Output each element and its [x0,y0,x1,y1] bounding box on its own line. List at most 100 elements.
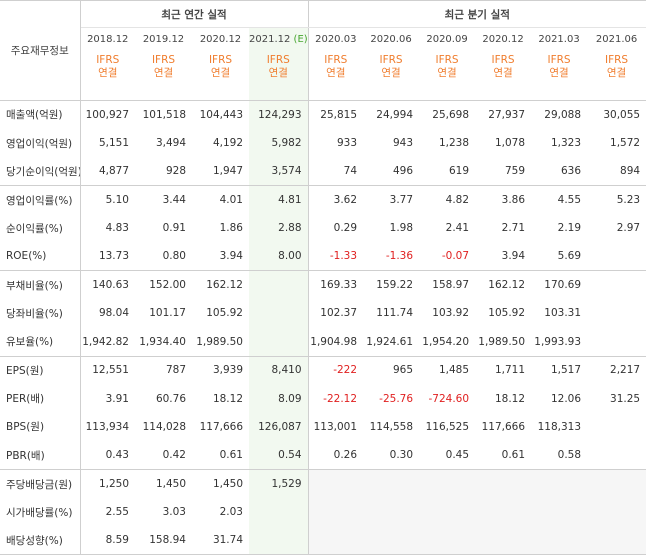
consolidated-label: 연결 [268,67,288,79]
value-cell: 636 [560,165,582,178]
ifrs-badge: IFRS 연결 [363,50,420,101]
value-cell: 2.88 [249,214,309,243]
value-cell [587,242,646,270]
value-cell: -1.33 [307,242,364,271]
value-cell: 124,293 [249,99,309,129]
estimate-marker: (E) [293,33,308,45]
ifrs-badge: IFRS 연결 [475,50,532,101]
consolidated-label: 연결 [549,67,569,79]
value-cell: 4,877 [98,165,129,178]
value-cell: 30,055 [587,99,647,129]
value-cell: 113,934 [85,420,129,433]
value-cell: 117,666 [481,420,526,433]
period-header: 2020.12 [475,28,531,51]
value-cell: 3.03 [162,506,186,519]
value-cell: 943 [392,137,414,150]
row-label: ROE(%) [0,242,81,271]
value-cell: 2.71 [501,222,526,235]
ifrs-badge: IFRS 연결 [419,50,476,101]
value-cell: 965 [363,355,420,385]
table-row: 당좌비율(%) 98.04 101.17 105.92 102.37 111.74 103.… [0,299,646,328]
value-cell: -22.12 [307,384,364,413]
value-cell: 8,410 [249,355,309,385]
value-cell: 117,666 [199,420,243,433]
period-header: 2020.03 [307,27,364,50]
value-cell [475,526,532,555]
value-cell: 1,993.93 [534,335,582,348]
value-cell [249,526,309,555]
period-label: 2020.06 [370,33,412,45]
quarter-group-label: 최근 분기 실적 [307,0,647,28]
value-cell: 1,904.98 [307,327,364,357]
value-cell: 1,989.50 [478,335,526,348]
value-cell: 3.91 [105,392,129,405]
value-cell: 158.94 [135,526,192,555]
ifrs-label: IFRS [491,54,515,66]
value-cell: 3,939 [192,355,249,385]
value-cell [587,299,646,327]
value-cell: 933 [307,128,364,158]
period-header: 2020.12 [192,28,249,51]
value-cell: 0.91 [162,222,186,235]
value-cell: 1,947 [212,165,243,178]
value-cell: 159.22 [363,270,420,300]
value-cell [531,497,588,527]
consolidated-label: 연결 [493,67,513,79]
value-cell: 1,942.82 [82,335,129,348]
ifrs-label: IFRS [547,54,571,66]
value-cell [419,526,476,555]
value-cell: 619 [448,165,470,178]
value-cell: 1,711 [475,355,532,385]
period-label: 2021.06 [595,33,638,45]
ifrs-badge: IFRS 연결 [192,50,249,101]
row-label: 매출액(억원) [0,99,81,129]
value-cell: 1,450 [135,469,192,498]
value-cell: 2.41 [445,222,470,235]
value-cell: 114,558 [369,420,414,433]
table-row: 당기순이익(억원) 4,877 928 1,947 3,574 74 496 619 759 63… [0,157,646,186]
value-cell: 1,924.61 [366,335,414,348]
value-cell: 118,313 [537,420,582,433]
row-label: BPS(원) [0,412,81,442]
value-cell: 5,982 [249,128,309,158]
value-cell: 103.31 [544,307,582,320]
value-cell: 113,001 [307,412,364,442]
value-cell: 1.86 [219,222,243,235]
row-label: 당좌비율(%) [0,299,81,328]
value-cell: 18.12 [494,392,526,405]
value-cell: 928 [165,165,186,178]
value-cell: 8.09 [249,384,309,413]
value-cell: 25,698 [419,99,476,129]
value-cell: 1,989.50 [196,335,243,348]
value-cell: 18.12 [212,392,243,405]
row-label: 당기순이익(억원) [0,157,81,186]
period-label: 2020.12 [199,33,242,45]
ifrs-badge: IFRS 연결 [135,50,192,101]
value-cell: 8.00 [249,242,309,271]
table-row: 순이익률(%) 4.83 0.91 1.86 2.88 0.29 1.98 2.41 2.71 2… [0,214,646,243]
row-label: 유보율(%) [0,327,81,357]
value-cell [475,497,532,527]
ifrs-badge: IFRS 연결 [531,50,588,101]
value-cell: 2,217 [587,355,647,385]
value-cell: 2.19 [557,222,582,235]
value-cell: 4.83 [105,222,129,235]
value-cell: 8.59 [80,526,135,555]
period-label: 2019.12 [142,33,185,45]
row-label: 영업이익률(%) [0,185,81,215]
value-cell: 100,927 [80,99,135,129]
row-header-label: 주요재무정보 [0,0,81,101]
table-row: 영업이익률(%) 5.10 3.44 4.01 4.81 3.62 3.77 4.82 3.86… [0,185,647,215]
consolidated-label: 연결 [153,67,174,79]
value-cell: 0.61 [219,449,243,462]
value-cell: 1,323 [550,137,582,150]
value-cell: 3,574 [249,157,309,186]
value-cell [587,469,647,498]
value-cell: 3.77 [363,185,420,215]
value-cell: 126,087 [249,412,309,442]
value-cell: 103.92 [432,307,470,320]
ifrs-badge: IFRS 연결 [307,50,364,101]
value-cell: 0.26 [307,441,364,470]
ifrs-label: IFRS [96,54,120,66]
row-label: 시가배당률(%) [0,497,81,527]
